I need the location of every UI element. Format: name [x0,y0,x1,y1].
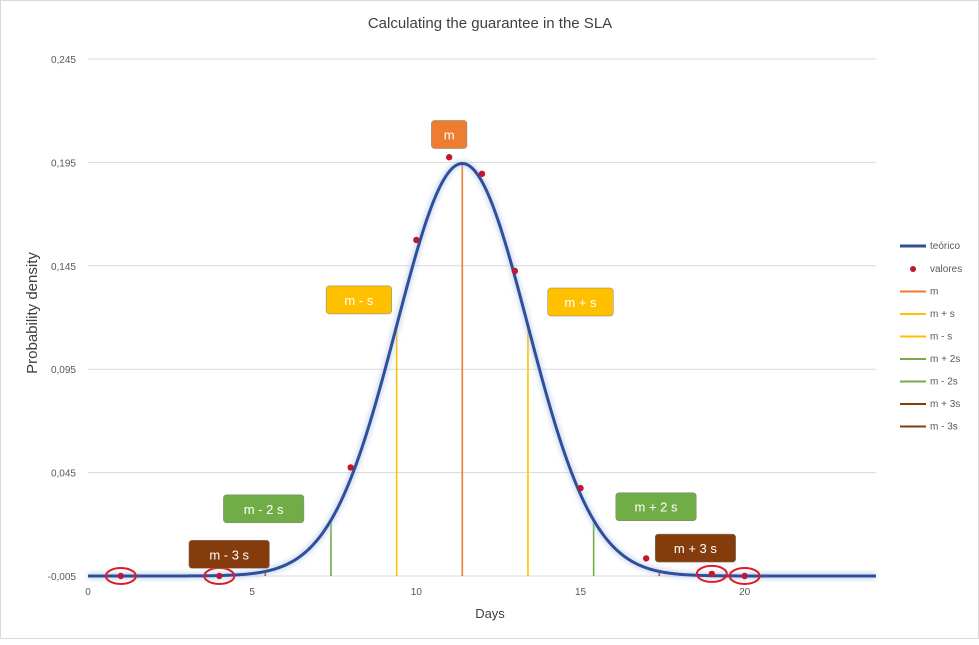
marker-label-text: m - s [344,293,373,308]
x-tick-labels: 0 5 10 15 20 [85,587,750,598]
x-tick-label: 5 [249,587,255,598]
marker-label-box [547,287,614,317]
data-point [413,236,420,244]
y-tick-label: 0,195 [51,158,76,169]
marker-label-box [188,540,270,569]
y-tick-label: 0,145 [51,262,76,273]
marker-label-text: m + s [564,295,597,310]
legend-label-marker: m - s [930,332,952,343]
marker-label-box [325,285,392,315]
gridlines [88,58,876,577]
y-tick-label: -0,005 [48,572,77,583]
highlight-circle [104,567,137,585]
curve-line [88,161,876,578]
marker-label-text: m + 2 s [635,500,678,515]
marker-label-box [431,120,468,149]
x-tick-label: 0 [85,587,91,598]
legend-symbol-valores [910,266,916,272]
marker-label-box [223,494,305,524]
legend-label-valores: valores [930,264,962,275]
sigma-marker-lines [264,163,661,576]
highlight-circle [695,564,728,583]
legend: teórico valores m m + s m - s m + 2s m - 2s m +… [900,241,962,433]
marker-label-box [654,533,736,563]
data-point [117,572,125,580]
marker-label-text: m - 3 s [209,547,249,562]
y-tick-label: 0,045 [51,469,76,480]
legend-label-marker: m - 3s [930,422,958,433]
legend-label-marker: m + 3s [930,399,960,410]
x-tick-label: 10 [411,587,423,598]
marker-label-text: m [444,127,455,142]
y-tick-labels: -0,005 0,045 0,095 0,145 0,195 0,245 [48,55,77,583]
data-point [642,555,650,562]
x-tick-label: 20 [739,587,751,598]
data-point [445,154,453,161]
legend-label-marker: m + s [930,309,955,320]
chart-title: Calculating the guarantee in the SLA [368,15,612,32]
highlight-circle [728,567,761,585]
observed-points [117,154,748,580]
data-point [741,572,748,580]
theoretical-curve [88,159,876,580]
legend-label-marker: m + 2s [930,354,960,365]
legend-label-marker: m [930,287,938,298]
legend-label-teorico: teórico [930,241,960,252]
x-tick-label: 15 [575,587,587,598]
data-point [216,572,223,580]
y-tick-label: 0,095 [51,365,76,376]
marker-label-box [615,492,697,521]
data-point [511,267,519,275]
y-tick-label: 0,245 [51,55,76,66]
data-point [708,570,716,578]
marker-label-boxes: m m + s m - s m + 2 s m - 2 s m + 3 s m - 3 s [188,120,736,569]
data-point [347,464,354,471]
curve-glow [88,159,876,580]
y-axis-label: Probability density [24,252,41,374]
data-point [577,484,584,492]
legend-label-marker: m - 2s [930,377,958,388]
x-axis-label: Days [475,606,505,621]
data-point [478,170,486,177]
marker-label-text: m - 2 s [244,502,284,517]
marker-label-text: m + 3 s [674,541,717,556]
